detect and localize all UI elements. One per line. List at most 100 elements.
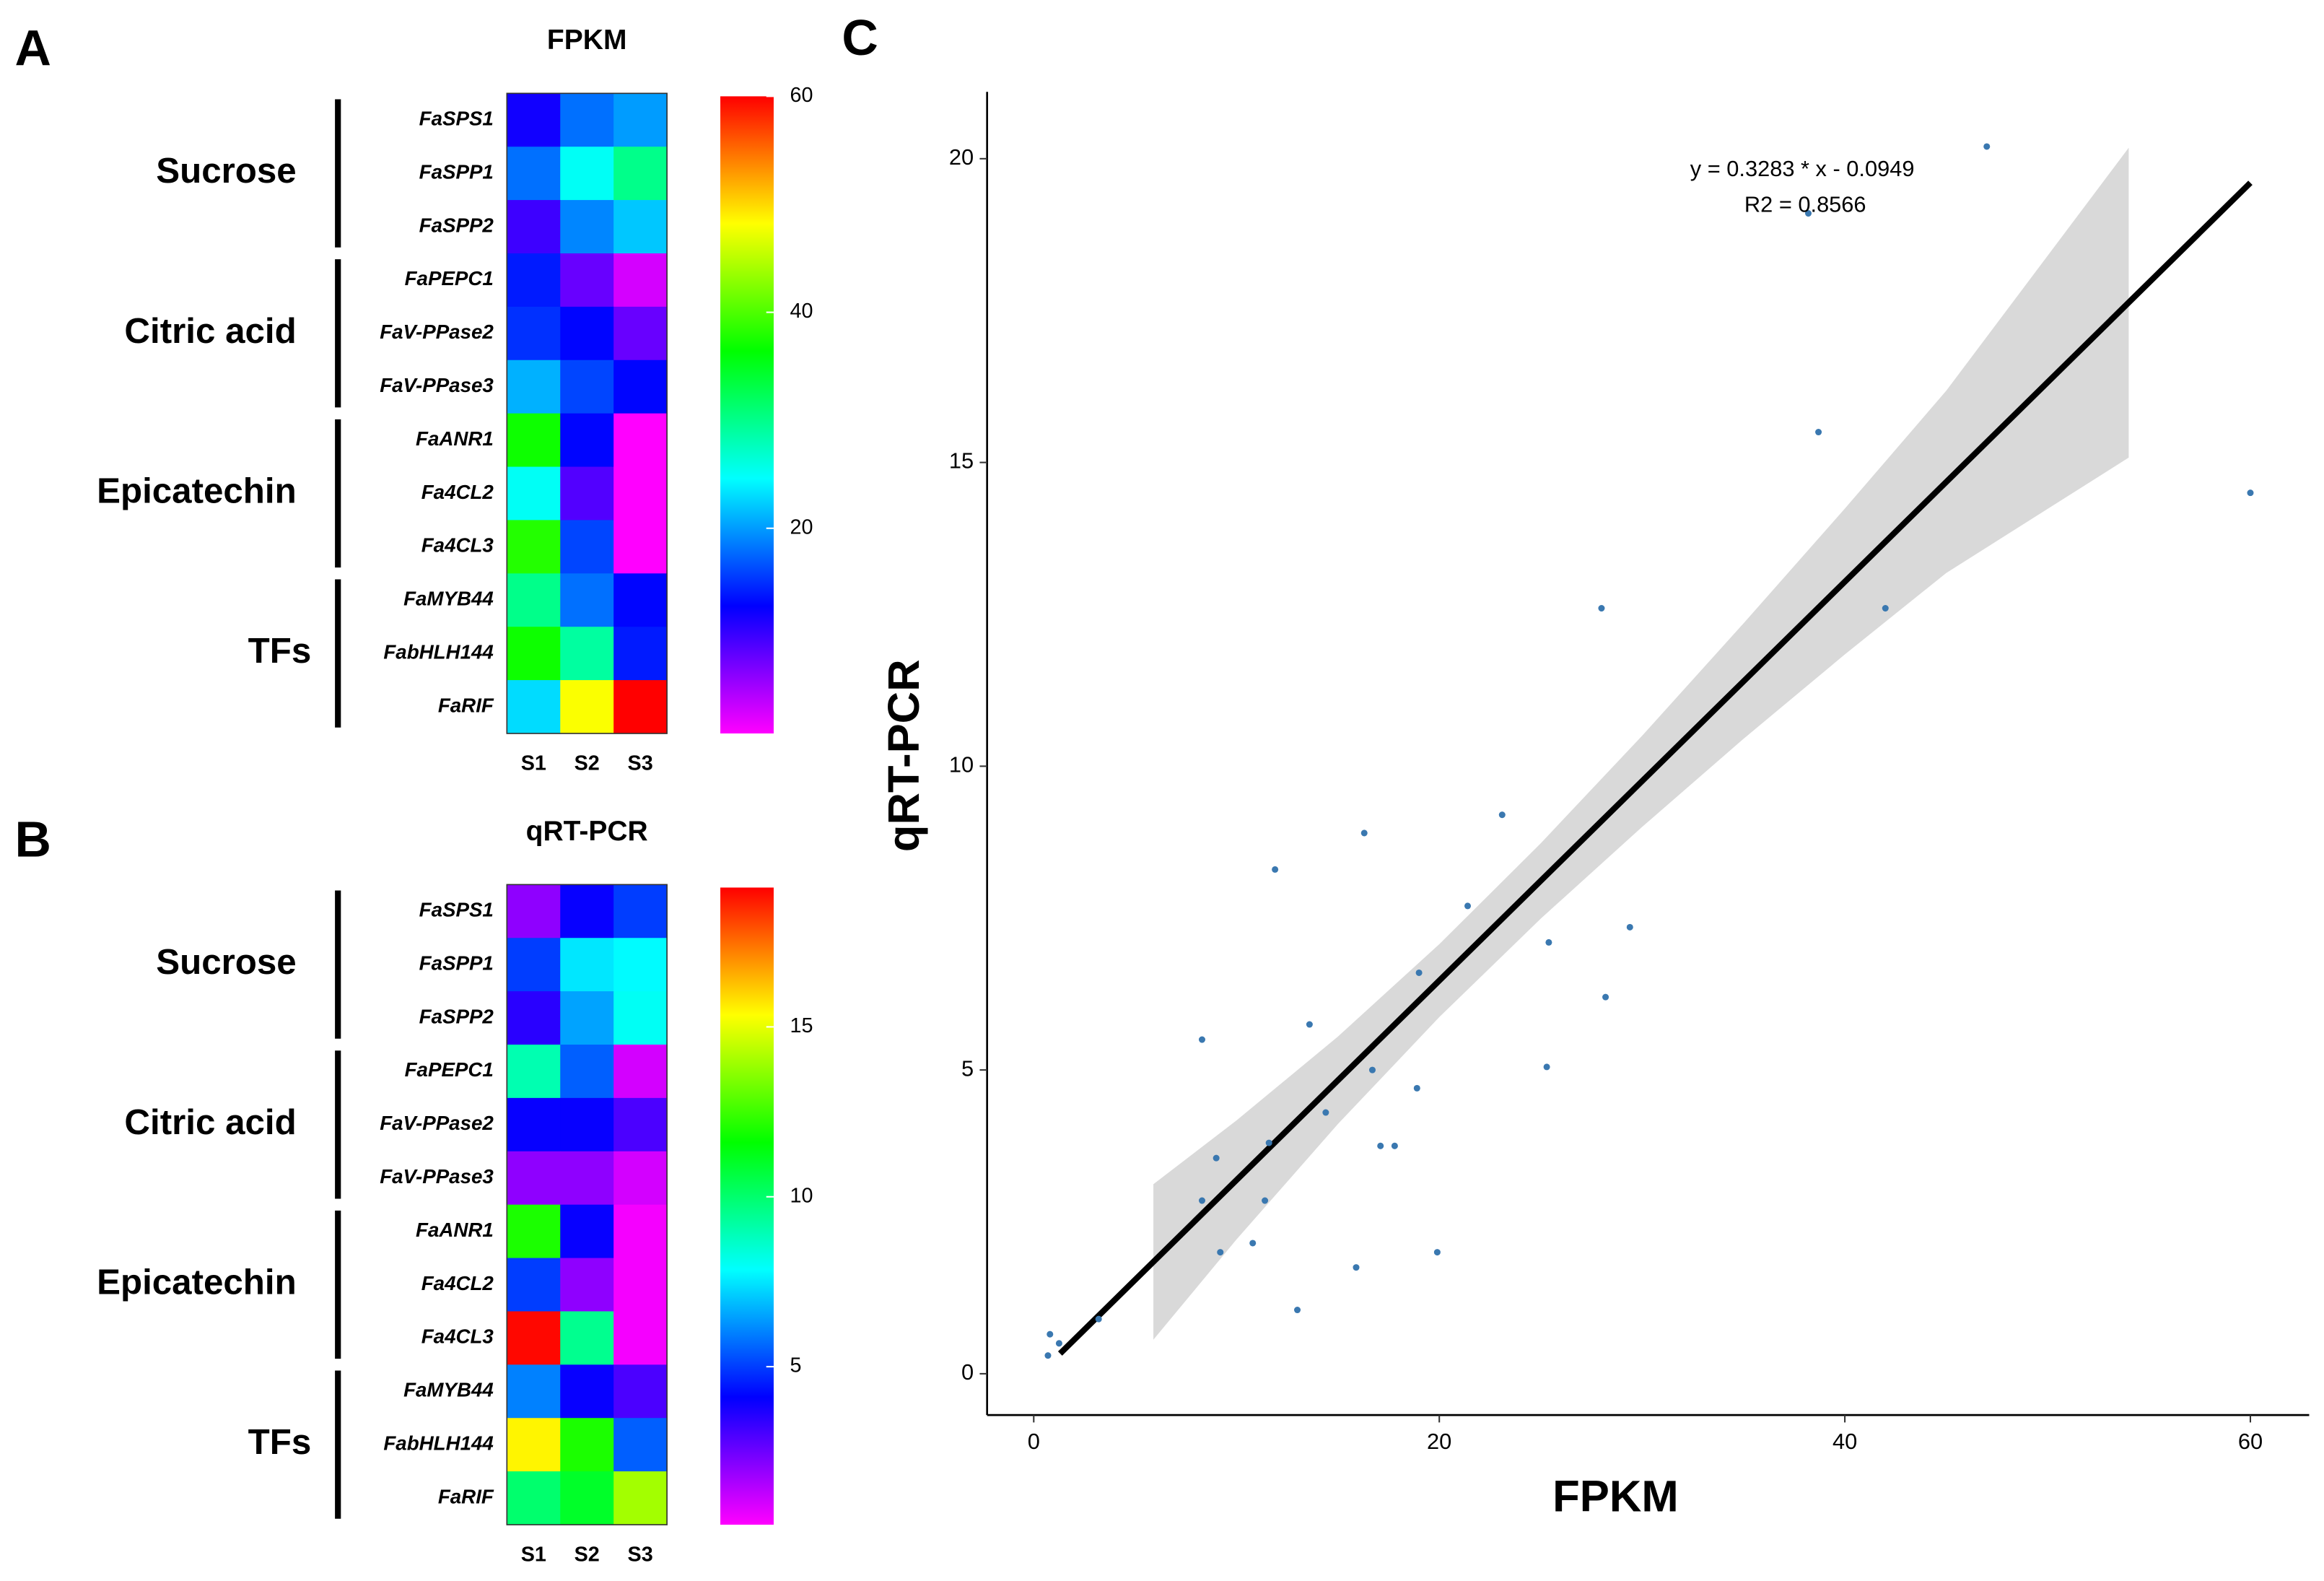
row-label: FabHLH144 xyxy=(383,1432,493,1454)
group-label: Sucrose xyxy=(156,151,296,191)
heat-cell xyxy=(613,1151,668,1206)
scatter-point xyxy=(1433,1249,1441,1256)
heat-cell xyxy=(507,466,561,521)
heat-cell xyxy=(613,253,668,308)
scatter-point xyxy=(1805,210,1812,217)
colorbar xyxy=(720,96,774,733)
scatter-point xyxy=(1055,1340,1062,1347)
column-label: S3 xyxy=(628,1543,653,1567)
heat-cell xyxy=(613,884,668,938)
scatter-point xyxy=(1095,1315,1102,1323)
heat-cell xyxy=(560,413,614,468)
scatter-point xyxy=(1545,938,1552,946)
heat-cell xyxy=(560,884,614,938)
heat-cell xyxy=(560,200,614,254)
heat-cell xyxy=(507,1471,561,1525)
panel-letter: C xyxy=(842,9,878,66)
y-tick-label: 0 xyxy=(961,1359,974,1385)
heat-cell xyxy=(560,1418,614,1472)
scatter-point xyxy=(1322,1109,1329,1116)
heat-cell xyxy=(507,1151,561,1206)
heat-cell xyxy=(507,627,561,681)
heat-cell xyxy=(613,360,668,414)
heat-cell xyxy=(560,1311,614,1365)
heatmap-title: FPKM xyxy=(547,25,627,56)
heat-cell xyxy=(613,627,668,681)
heat-cell xyxy=(613,147,668,201)
row-label: FaV-PPase3 xyxy=(380,374,494,396)
scatter-point xyxy=(1272,866,1279,873)
row-label: FaSPP2 xyxy=(419,1005,494,1027)
scatter-point xyxy=(1626,923,1633,931)
colorbar-tick-label: 60 xyxy=(790,84,813,107)
heat-cell xyxy=(507,938,561,992)
heat-cell xyxy=(507,360,561,414)
heat-cell xyxy=(507,884,561,938)
group-label: Citric acid xyxy=(124,1102,296,1142)
colorbar-tick-label: 5 xyxy=(790,1354,802,1377)
column-label: S2 xyxy=(575,752,600,775)
heat-cell xyxy=(507,306,561,361)
heat-cell xyxy=(560,1045,614,1099)
heat-cell xyxy=(613,938,668,992)
heat-cell xyxy=(613,413,668,468)
heat-cell xyxy=(613,1418,668,1472)
annotation: y = 0.3283 * x - 0.0949 xyxy=(1690,156,1915,181)
row-label: Fa4CL2 xyxy=(421,481,494,503)
heat-cell xyxy=(560,1151,614,1206)
heat-cell xyxy=(560,147,614,201)
heat-cell xyxy=(507,680,561,734)
x-axis-label: FPKM xyxy=(1552,1471,1678,1521)
scatter-point xyxy=(1217,1249,1224,1256)
row-label: FaRIF xyxy=(438,694,494,716)
heatmap-border xyxy=(506,92,668,734)
panel-letter: A xyxy=(15,19,51,76)
heat-cell xyxy=(613,991,668,1045)
heat-cell xyxy=(507,1097,561,1152)
heat-cell xyxy=(507,253,561,308)
x-tick-label: 20 xyxy=(1427,1429,1451,1454)
colorbar-tick-label: 40 xyxy=(790,300,813,323)
heat-cell xyxy=(560,1204,614,1259)
scatter-point xyxy=(1602,993,1609,1001)
x-tick-label: 0 xyxy=(1028,1429,1040,1454)
heat-cell xyxy=(507,1045,561,1099)
colorbar xyxy=(720,887,774,1525)
heat-cell xyxy=(613,1097,668,1152)
heatmap-title: qRT-PCR xyxy=(526,816,648,847)
scatter-point xyxy=(1498,811,1506,819)
colorbar-tick-label: 15 xyxy=(790,1014,813,1037)
heat-cell xyxy=(507,573,561,627)
scatter-point xyxy=(1213,1154,1220,1162)
row-label: FaSPP1 xyxy=(419,160,494,183)
row-label: Fa4CL2 xyxy=(421,1272,494,1294)
colorbar-tick-label: 10 xyxy=(790,1184,813,1207)
scatter-point xyxy=(1815,428,1822,436)
heat-cell xyxy=(560,991,614,1045)
scatter-point xyxy=(1249,1240,1257,1247)
scatter-point xyxy=(1262,1197,1269,1204)
heat-cell xyxy=(507,1258,561,1312)
scatter-point xyxy=(1044,1352,1052,1359)
row-label: FaRIF xyxy=(438,1485,494,1507)
y-tick-label: 20 xyxy=(949,144,974,170)
row-label: FaV-PPase2 xyxy=(380,1112,494,1134)
scatter-point xyxy=(1391,1142,1398,1149)
heat-cell xyxy=(560,938,614,992)
row-label: FaPEPC1 xyxy=(405,267,494,289)
scatter-point xyxy=(1464,902,1472,910)
scatter-point xyxy=(1377,1142,1384,1149)
heat-cell xyxy=(560,680,614,734)
heat-cell xyxy=(507,1418,561,1472)
row-label: FaANR1 xyxy=(416,1219,494,1241)
heat-cell xyxy=(507,1364,561,1419)
group-label: Sucrose xyxy=(156,942,296,982)
scatter-point xyxy=(1543,1063,1550,1071)
x-tick-label: 60 xyxy=(2238,1429,2263,1454)
scatter-point xyxy=(1294,1307,1301,1314)
scatter-point xyxy=(1306,1021,1313,1028)
heat-cell xyxy=(560,573,614,627)
heat-cell xyxy=(560,93,614,147)
group-label: Epicatechin xyxy=(97,471,297,511)
